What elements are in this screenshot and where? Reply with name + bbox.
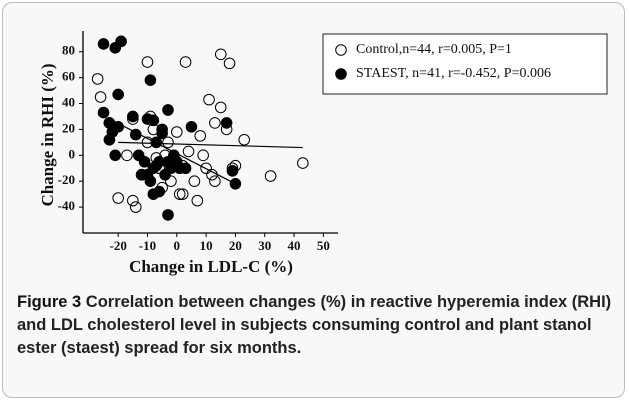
point xyxy=(179,162,192,175)
x-tick-label: 30 xyxy=(258,238,271,253)
y-tick-label: 0 xyxy=(69,146,76,161)
x-tick-label: 10 xyxy=(200,238,213,253)
point xyxy=(206,168,218,181)
legend-label: Control,n=44, r=0.005, P=1 xyxy=(356,42,512,57)
point xyxy=(214,101,227,114)
point xyxy=(200,162,212,175)
point xyxy=(214,48,227,61)
point xyxy=(94,91,107,103)
point xyxy=(129,201,142,213)
point xyxy=(176,188,189,200)
x-tick-label: 20 xyxy=(229,238,242,253)
point xyxy=(238,133,251,146)
point xyxy=(97,106,110,119)
point xyxy=(109,149,122,162)
legend-marker xyxy=(335,68,347,80)
point xyxy=(138,155,151,168)
point xyxy=(144,74,157,87)
point xyxy=(162,104,174,116)
legend-box xyxy=(322,33,608,95)
chart: Change in LDL-C (%) Change in RHI (%) -4… xyxy=(38,31,608,276)
point xyxy=(194,130,207,142)
point xyxy=(297,157,309,169)
caption-label: Figure 3 xyxy=(17,293,82,311)
caption-text: Correlation between changes (%) in react… xyxy=(17,293,612,357)
point xyxy=(135,168,148,181)
point xyxy=(91,73,104,85)
point xyxy=(185,121,198,133)
point xyxy=(112,121,124,133)
point xyxy=(188,175,201,188)
point xyxy=(162,136,174,149)
point xyxy=(112,192,124,204)
x-tick-label: 40 xyxy=(288,238,301,253)
y-tick-label: 80 xyxy=(62,43,75,58)
point xyxy=(264,170,277,182)
x-tick-label: 0 xyxy=(174,238,181,253)
point xyxy=(165,175,177,188)
point xyxy=(144,175,157,188)
legend-label: STAEST, n=41, r=-0.452, P=0.006 xyxy=(356,66,551,81)
y-tick-label: -40 xyxy=(58,198,75,213)
point xyxy=(97,38,110,50)
point xyxy=(191,194,204,207)
point xyxy=(229,177,242,190)
x-tick-label: 50 xyxy=(317,238,330,253)
x-tick-label: -10 xyxy=(139,238,156,253)
point xyxy=(115,35,127,48)
point xyxy=(150,136,163,149)
point xyxy=(197,149,209,162)
x-tick-label: -20 xyxy=(110,238,127,253)
point xyxy=(209,117,221,129)
legend-marker xyxy=(335,44,347,56)
y-tick-label: 40 xyxy=(62,94,75,109)
y-axis-label: Change in RHI (%) xyxy=(38,63,57,206)
point xyxy=(141,56,154,68)
point xyxy=(121,149,133,162)
x-axis-label: Change in LDL-C (%) xyxy=(129,257,293,276)
point xyxy=(156,127,168,140)
y-tick-label: -20 xyxy=(58,172,75,187)
point xyxy=(150,159,163,172)
point xyxy=(203,93,215,106)
point xyxy=(179,56,192,68)
figure-panel: Change in LDL-C (%) Change in RHI (%) -4… xyxy=(2,2,625,398)
point xyxy=(162,209,174,221)
point xyxy=(127,194,139,207)
y-tick-label: 60 xyxy=(62,69,75,84)
point xyxy=(173,188,186,200)
point xyxy=(129,128,142,141)
point xyxy=(170,126,183,138)
point xyxy=(147,188,160,200)
caption: Figure 3 Correlation between changes (%)… xyxy=(17,291,613,360)
point xyxy=(209,175,221,188)
point xyxy=(127,110,139,123)
y-tick-label: 20 xyxy=(62,120,75,135)
point xyxy=(112,88,124,101)
point xyxy=(226,165,239,177)
point xyxy=(220,117,233,129)
point xyxy=(223,57,236,70)
point xyxy=(182,145,195,158)
fit-line xyxy=(118,141,303,149)
point xyxy=(147,114,160,127)
point xyxy=(159,168,171,181)
point xyxy=(103,133,116,146)
